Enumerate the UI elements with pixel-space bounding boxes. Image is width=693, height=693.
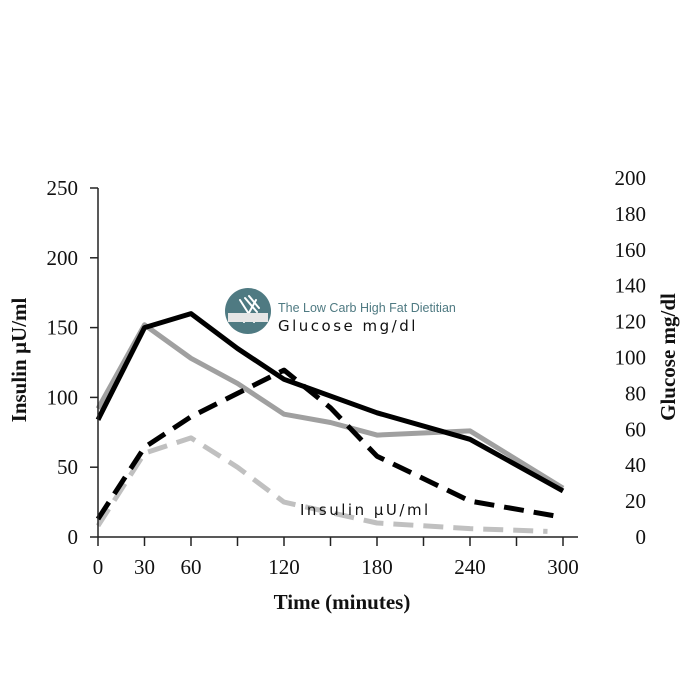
y-tick-label-right: 140 <box>615 274 647 298</box>
axes-layer: 0 30 60 120 180 240 300 0 50 100 150 200 250 0 20 40 60 8… <box>47 166 647 579</box>
x-tick-label: 60 <box>181 555 202 579</box>
x-tick-label: 120 <box>268 555 300 579</box>
y-tick-label-right: 100 <box>615 346 647 370</box>
x-tick-label: 240 <box>454 555 486 579</box>
series-line-1 <box>95 311 565 494</box>
y-tick-label-right: 180 <box>615 202 647 226</box>
x-tick-label: 30 <box>134 555 155 579</box>
x-tick-label: 300 <box>547 555 579 579</box>
y-tick-label-left: 200 <box>47 246 79 270</box>
series-line-2 <box>95 367 564 521</box>
watermark-band <box>228 313 268 322</box>
y-tick-label-right: 160 <box>615 238 647 262</box>
x-tick-label: 0 <box>93 555 104 579</box>
glucose-series-label: Glucose mg/dl <box>278 317 418 335</box>
y-tick-label-left: 0 <box>68 525 79 549</box>
y-tick-label-left: 50 <box>57 455 78 479</box>
y-tick-label-right: 0 <box>636 525 647 549</box>
y-tick-label-right: 40 <box>625 453 646 477</box>
y-axis-title-right: Glucose mg/dl <box>656 293 680 421</box>
y-tick-label-right: 60 <box>625 417 646 441</box>
y-tick-label-left: 250 <box>47 176 79 200</box>
watermark: The Low Carb High Fat Dietitian <box>225 288 456 334</box>
y-tick-label-left: 100 <box>47 385 79 409</box>
series-line-4 <box>95 435 548 534</box>
y-tick-label-right: 20 <box>625 489 646 513</box>
y-axis-title-left: Insulin µU/ml <box>7 297 31 422</box>
insulin-series-label: Insulin µU/ml <box>300 501 431 519</box>
y-tick-label-right: 120 <box>615 310 647 334</box>
x-axis-title: Time (minutes) <box>274 590 411 614</box>
series-layer <box>95 311 565 534</box>
y-tick-label-right: 80 <box>625 381 646 405</box>
watermark-text: The Low Carb High Fat Dietitian <box>278 301 456 315</box>
y-tick-label-right: 200 <box>615 166 647 190</box>
y-tick-label-left: 150 <box>47 316 79 340</box>
x-tick-label: 180 <box>361 555 393 579</box>
